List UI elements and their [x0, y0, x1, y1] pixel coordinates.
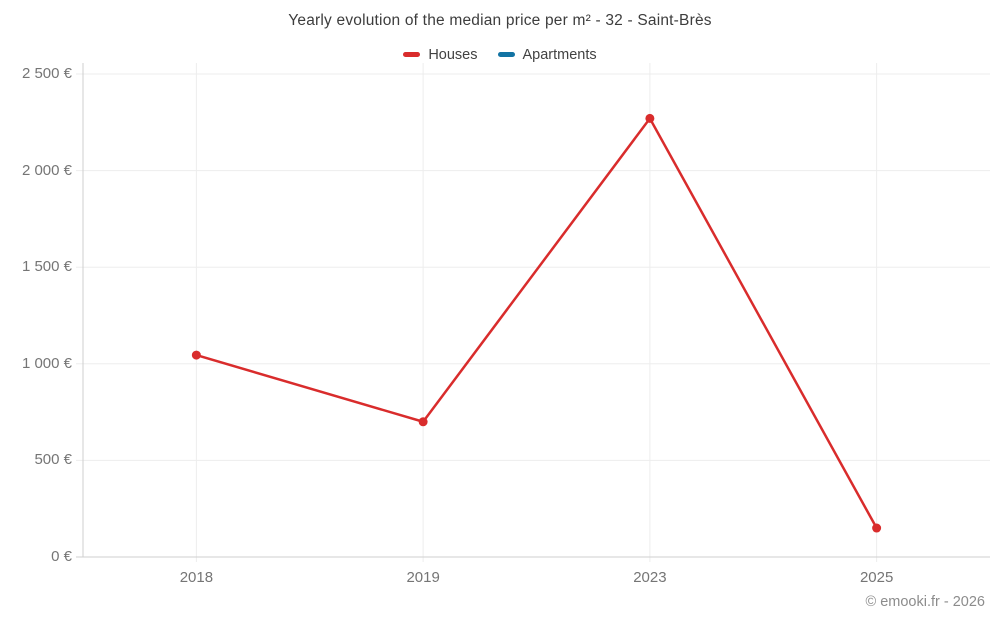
copyright-watermark: © emooki.fr - 2026	[865, 594, 985, 610]
x-axis-tick-label: 2019	[406, 569, 440, 586]
data-point-houses-2019[interactable]	[418, 417, 428, 427]
data-point-houses-2018[interactable]	[191, 350, 201, 360]
y-axis-labels: 0 € 500 € 1 000 € 1 500 € 2 000 € 2 500 €	[0, 0, 72, 625]
x-axis-tick-label: 2023	[633, 569, 667, 586]
chart-title: Yearly evolution of the median price per…	[288, 12, 712, 29]
legend-item-houses[interactable]: Houses	[403, 46, 478, 63]
y-axis-tick-label: 1 000 €	[21, 354, 72, 372]
data-point-houses-2025[interactable]	[872, 523, 882, 533]
houses-legend-swatch-icon	[403, 52, 421, 57]
data-point-houses-2023[interactable]	[645, 113, 655, 123]
legend-label-houses: Houses	[428, 46, 478, 63]
x-axis-tick-label: 2018	[179, 569, 214, 586]
y-axis-tick-label: 2 000 €	[21, 161, 72, 179]
y-axis-tick-label: 0 €	[51, 548, 72, 565]
y-axis-tick-label: 1 500 €	[21, 258, 72, 276]
legend-item-apartments[interactable]: Apartments	[497, 46, 597, 63]
apartments-legend-swatch-icon	[497, 52, 515, 57]
chart-legend: Houses Apartments	[0, 45, 1000, 64]
y-axis-tick-label: 500 €	[34, 451, 72, 469]
series-line-houses	[196, 117, 878, 529]
legend-label-apartments: Apartments	[522, 46, 597, 63]
x-axis-tick-label: 2025	[859, 569, 894, 586]
y-axis-tick-label: 2 500 €	[21, 65, 72, 82]
